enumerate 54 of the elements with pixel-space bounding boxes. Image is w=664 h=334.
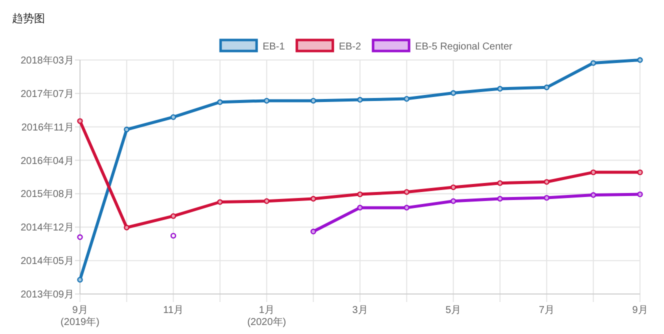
x-tick-label: 11月 [163,305,184,316]
text: 2016年11月 [21,121,74,134]
point [497,180,503,186]
text: 2014年12月 [20,222,74,234]
text: 2017年07月 [20,88,74,100]
point [450,198,456,204]
point [497,86,503,92]
point [404,96,410,102]
point [264,98,270,104]
point [310,196,316,202]
point [590,192,596,198]
point [77,234,83,240]
x-tick-label: 3月 [352,305,368,316]
point [404,189,410,195]
legend-label: EB-5 Regional Center [415,42,514,52]
point [170,213,176,219]
x-tick-label: 1月 (2020年) [247,305,286,328]
text: 2018年03月 [20,54,74,66]
point [357,191,363,198]
point [217,99,223,105]
point [497,196,503,202]
chart-title: 趋势图 [12,12,45,25]
point [77,118,83,124]
text: 2013年09月 [20,288,74,300]
point [544,179,550,185]
legend-label: EB-1 [262,42,286,52]
point [77,276,83,283]
legend-label: EB-2 [338,42,362,52]
point [217,199,223,205]
point [450,184,456,190]
point [404,204,410,211]
point [310,98,316,104]
x-tick-label: 9月 [632,305,648,316]
x-tick-label: 5月 [446,305,462,316]
point [637,191,643,198]
text: 2016年04月 [20,154,74,167]
point [124,126,130,132]
point [637,57,643,63]
point [357,96,363,103]
point [170,114,176,120]
point [124,224,130,230]
point [590,60,596,66]
x-tick-label: 9月 (2019年) [60,305,100,328]
text: 2014年05月 [20,255,74,268]
point [170,232,176,239]
point [544,194,550,201]
point [450,90,456,96]
point [357,204,363,211]
point [544,84,550,90]
point [637,169,643,176]
point [310,228,316,234]
x-tick-label: 7月 [538,305,554,316]
point [590,169,596,176]
text: 2015年08月 [20,188,74,200]
